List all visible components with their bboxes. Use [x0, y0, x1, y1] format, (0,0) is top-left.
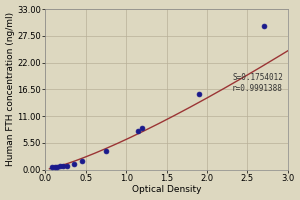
Text: S=0.1754012
r=0.9991388: S=0.1754012 r=0.9991388: [232, 73, 283, 93]
Y-axis label: Human FTH concentration (ng/ml): Human FTH concentration (ng/ml): [6, 12, 15, 166]
X-axis label: Optical Density: Optical Density: [132, 185, 201, 194]
